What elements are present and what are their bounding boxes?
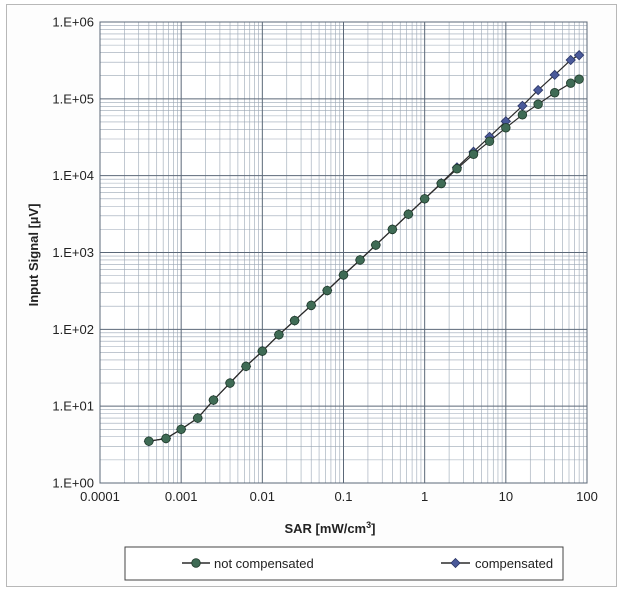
x-axis-title: SAR [mW/cm3]	[285, 520, 376, 536]
y-tick-label: 1.E+02	[52, 322, 94, 337]
x-tick-label: 0.001	[165, 489, 198, 504]
data-point	[257, 346, 268, 356]
data-point	[306, 300, 316, 311]
data-point	[274, 330, 284, 340]
major-gridlines	[99, 21, 588, 484]
x-tick-label: 100	[576, 489, 598, 504]
data-point	[501, 123, 511, 133]
y-tick-label: 1.E+03	[52, 245, 94, 260]
y-tick-label: 1.E+00	[52, 476, 94, 491]
data-point	[289, 315, 300, 326]
x-tick-label: 0.1	[334, 489, 352, 504]
data-point	[225, 378, 235, 388]
series-layer	[143, 50, 585, 447]
data-point	[565, 54, 576, 66]
data-point	[144, 436, 154, 446]
data-point	[573, 50, 585, 61]
data-point	[549, 69, 560, 81]
data-point	[322, 285, 332, 296]
legend-label-not-compensated: not compensated	[214, 556, 314, 571]
data-point	[387, 224, 398, 235]
y-tick-labels: 1.E+00 1.E+01 1.E+02 1.E+03 1.E+04 1.E+05 1.E+…	[52, 15, 94, 491]
data-point	[436, 178, 446, 189]
data-point	[532, 84, 544, 96]
data-point	[566, 78, 576, 88]
series-not-compensated	[144, 74, 584, 446]
y-tick-label: 1.E+06	[52, 15, 94, 30]
x-tick-label: 0.01	[250, 489, 275, 504]
data-point	[452, 164, 462, 174]
legend-marker-not-compensated	[191, 558, 201, 568]
y-axis-title: Input Signal [µV]	[26, 204, 41, 307]
x-tick-labels: 0.0001 0.001 0.01 0.1 1 10 100	[80, 489, 598, 504]
data-point	[355, 255, 365, 265]
legend: not compensated compensated	[124, 546, 564, 581]
data-point	[371, 240, 381, 250]
data-point	[533, 99, 543, 109]
data-point	[208, 395, 219, 405]
data-point	[403, 209, 414, 219]
x-tick-label: 0.0001	[80, 489, 120, 504]
data-point	[550, 88, 560, 98]
legend-item-compensated: compensated	[441, 556, 553, 571]
data-point	[574, 74, 584, 84]
data-point	[484, 136, 495, 147]
data-point	[468, 149, 479, 159]
x-tick-label: 10	[499, 489, 513, 504]
x-tick-label: 1	[421, 489, 428, 504]
data-point	[517, 110, 528, 120]
data-point	[419, 194, 430, 204]
legend-label-compensated: compensated	[475, 556, 553, 571]
legend-marker-compensated	[450, 557, 461, 569]
y-tick-label: 1.E+01	[52, 399, 94, 414]
data-point	[241, 361, 251, 372]
data-point	[193, 413, 203, 423]
y-tick-label: 1.E+04	[52, 168, 94, 183]
data-point	[176, 424, 186, 434]
series-line	[148, 78, 580, 442]
y-tick-label: 1.E+05	[52, 91, 94, 106]
data-point	[161, 433, 171, 444]
data-point	[338, 270, 349, 280]
legend-item-not-compensated: not compensated	[182, 556, 314, 571]
